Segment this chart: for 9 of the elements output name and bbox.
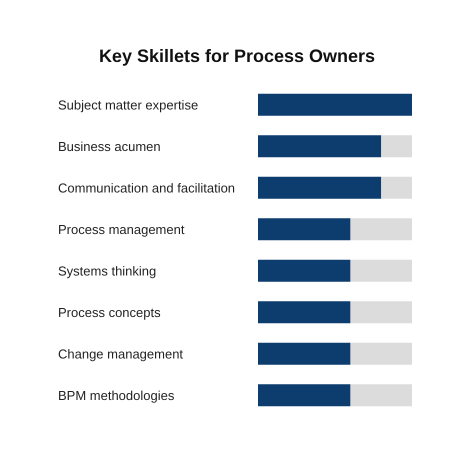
y-tick-label: Subject matter expertise: [58, 97, 198, 112]
chart-title: Key Skillets for Process Owners: [98, 46, 376, 66]
y-tick-label: Process concepts: [58, 304, 162, 320]
y-tick-label: Change management: [58, 346, 184, 362]
y-tick-label: Process management: [58, 222, 185, 237]
y-tick-label: Business acumen: [58, 138, 161, 154]
y-tick-label: Systems thinking: [58, 263, 156, 278]
y-tick-label: BPM methodologies: [58, 388, 175, 403]
y-tick-label: Communication and facilitation: [58, 180, 236, 196]
